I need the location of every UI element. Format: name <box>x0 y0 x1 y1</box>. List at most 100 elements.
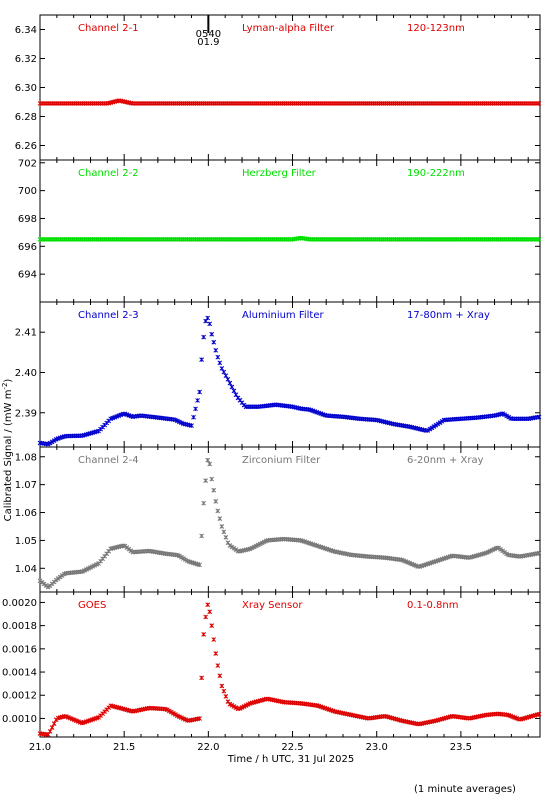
y-tick-label: 0.0014 <box>2 668 37 679</box>
panel-frame <box>39 14 541 161</box>
data-point <box>201 334 206 340</box>
x-axis-label: Time / h UTC, 31 Jul 2025 <box>227 754 355 765</box>
data-point <box>229 384 235 390</box>
time-marker-label-bottom: 01.9 <box>197 37 219 48</box>
x-axis: 21.0 21.5 22.0 22.5 23.0 23.5 <box>29 742 472 753</box>
time-marker: 0540 01.9 <box>196 15 221 48</box>
y-tick-label: 694 <box>18 270 37 281</box>
data-point <box>207 321 213 327</box>
data-point <box>213 499 219 504</box>
panel-label: 190-222nm <box>407 168 465 179</box>
data-point <box>205 315 211 321</box>
series-3 <box>37 315 542 447</box>
data-point <box>215 354 221 360</box>
data-point <box>207 461 213 467</box>
data-point <box>215 508 221 514</box>
series-2 <box>37 235 542 242</box>
data-point <box>209 623 215 628</box>
panel-5: 0.0010 0.0012 0.0014 0.0016 0.0018 0.0020 GOES… <box>2 591 542 738</box>
panel-label: 17-80nm + Xray <box>407 310 490 321</box>
data-point <box>207 609 213 615</box>
y-tick-label: 0.0020 <box>2 598 37 609</box>
panel-1: 6.26 6.28 6.30 6.32 6.34 Channel 2-1 Lyman-alp… <box>15 14 542 161</box>
data-point <box>227 380 233 386</box>
data-point <box>219 683 225 689</box>
data-point <box>49 725 55 730</box>
data-point <box>223 534 229 540</box>
y-tick-label: 6.26 <box>15 141 37 152</box>
panel-frame <box>39 446 541 593</box>
y-tick-label: 0.0016 <box>2 644 37 655</box>
data-point <box>219 366 225 371</box>
panel-label: Zirconium Filter <box>242 455 321 466</box>
data-point <box>47 729 53 734</box>
panel-label: Xray Sensor <box>242 600 303 611</box>
y-tick-label: 1.06 <box>15 508 37 519</box>
y-tick-label: 1.08 <box>15 452 37 463</box>
data-point <box>209 331 215 337</box>
panel-label: Channel 2-3 <box>78 310 139 321</box>
data-point <box>195 398 200 403</box>
y-tick-label: 0.0012 <box>2 691 37 702</box>
data-point <box>536 414 542 420</box>
data-point <box>211 487 217 493</box>
panel-label: Channel 2-1 <box>78 23 139 34</box>
x-tick-label: 21.5 <box>113 742 135 753</box>
data-point <box>205 602 211 608</box>
panel-label: 6-20nm + Xray <box>407 455 484 466</box>
series-4 <box>37 457 542 590</box>
data-point <box>231 388 237 394</box>
data-point <box>197 716 202 721</box>
panel-frame <box>39 591 541 738</box>
data-point <box>215 663 221 668</box>
y-tick-label: 0.0018 <box>2 621 37 632</box>
panel-3: 2.39 2.40 2.41 Channel 2-3 Aluminium Filter 1… <box>15 301 542 448</box>
y-tick-label: 2.39 <box>15 408 37 419</box>
panel-label: Aluminium Filter <box>242 310 325 321</box>
data-point <box>213 347 219 353</box>
series-5 <box>37 602 542 737</box>
y-tick-label: 2.40 <box>15 368 37 379</box>
series-1 <box>37 98 542 106</box>
data-point <box>536 711 542 717</box>
y-tick-label: 6.28 <box>15 112 37 123</box>
y-tick-label: 696 <box>18 242 37 253</box>
y-tick-label: 6.30 <box>15 83 37 94</box>
panel-frame <box>39 159 541 303</box>
data-point <box>221 529 227 535</box>
y-axis-label-main: Calibrated Signal / (mW m <box>3 390 14 522</box>
data-point <box>211 637 217 642</box>
y-tick-label: 700 <box>18 186 37 197</box>
panel-frame <box>39 301 541 448</box>
y-tick-label: 1.07 <box>15 480 37 491</box>
data-point <box>223 694 229 699</box>
y-tick-label: 1.05 <box>15 536 37 547</box>
data-point <box>223 373 229 379</box>
x-tick-label: 23.0 <box>366 742 388 753</box>
data-point <box>191 414 196 420</box>
y-tick-label: 6.34 <box>15 25 37 36</box>
data-point <box>221 688 227 694</box>
data-point <box>209 476 215 482</box>
y-tick-label: 702 <box>18 158 37 169</box>
chart-panels: 6.26 6.28 6.30 6.32 6.34 Channel 2-1 Lyman-alp… <box>2 14 542 738</box>
time-marker-label-top: 0540 <box>196 29 221 40</box>
x-tick-label: 21.0 <box>29 742 51 753</box>
data-point <box>199 357 204 362</box>
panel-label: GOES <box>78 600 106 611</box>
panel-label: Channel 2-2 <box>78 168 139 179</box>
data-point <box>217 360 223 366</box>
panel-label: Herzberg Filter <box>242 168 317 179</box>
data-point <box>211 339 217 345</box>
panel-label: Channel 2-4 <box>78 455 139 466</box>
panel-label: Lyman-alpha Filter <box>242 23 335 34</box>
y-tick-label: 0.0010 <box>2 714 37 725</box>
data-point <box>217 673 223 679</box>
x-tick-label: 22.0 <box>197 742 219 753</box>
data-point <box>203 614 209 620</box>
footnote: (1 minute averages) <box>414 784 516 795</box>
data-point <box>203 478 209 483</box>
data-point <box>213 651 219 656</box>
data-point <box>219 524 225 529</box>
